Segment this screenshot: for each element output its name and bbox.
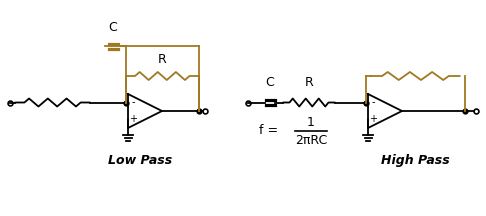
Text: +: + [129,114,137,124]
Text: +: + [369,114,377,124]
Text: C: C [266,76,275,89]
Text: Low Pass: Low Pass [108,154,172,167]
Text: f =: f = [259,124,282,138]
Text: R: R [158,53,167,66]
Text: R: R [305,76,313,89]
Text: High Pass: High Pass [381,154,450,167]
Text: -: - [131,97,135,108]
Text: 2πRC: 2πRC [295,133,327,146]
Text: 1: 1 [307,116,315,130]
Text: C: C [109,21,118,34]
Text: -: - [371,97,375,108]
